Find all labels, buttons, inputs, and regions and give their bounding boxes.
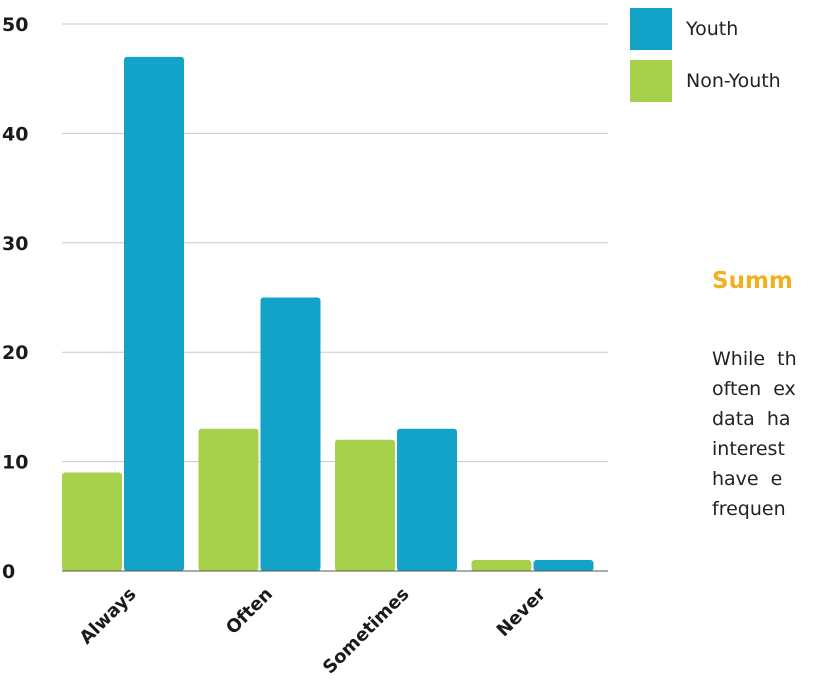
legend-label-youth: Youth (686, 18, 739, 40)
bar-always-youth (124, 56, 184, 571)
summary-line: often ex (712, 378, 796, 400)
legend: Youth Non-Youth (630, 8, 781, 112)
summary-line: data ha (712, 408, 791, 430)
x-tick-label-always: Always (76, 584, 141, 649)
legend-swatch-youth (630, 8, 672, 50)
y-tick-label: 0 (2, 561, 15, 583)
summary-line: frequen (712, 498, 786, 520)
summary-line: have e (712, 468, 783, 490)
y-tick-label: 20 (2, 342, 28, 364)
legend-swatch-non-youth (630, 60, 672, 102)
bar-never-youth (533, 560, 594, 571)
y-axis-ticks: 0 10 20 30 40 50 (2, 14, 28, 583)
bar-often-non-youth (198, 428, 259, 571)
summary-body: While th often ex data ha interest have … (712, 344, 813, 524)
x-tick-label-sometimes: Sometimes (319, 584, 414, 679)
bar-chart: 0 10 20 30 40 50 Always Often Sometimes Never (2, 14, 608, 679)
bar-sometimes-non-youth (335, 439, 395, 571)
bar-always-non-youth (62, 472, 122, 571)
y-tick-label: 40 (2, 123, 28, 145)
legend-item-non-youth: Non-Youth (630, 60, 781, 102)
bar-never-non-youth (471, 560, 532, 571)
bar-often-youth (260, 297, 321, 571)
bar-sometimes-youth (397, 428, 457, 571)
legend-item-youth: Youth (630, 8, 781, 50)
summary-line: While th (712, 348, 797, 370)
y-tick-label: 10 (2, 452, 28, 474)
legend-label-non-youth: Non-Youth (686, 70, 781, 92)
y-tick-label: 50 (2, 14, 28, 36)
x-tick-label-often: Often (222, 584, 277, 639)
bars (62, 56, 594, 571)
x-tick-label-never: Never (493, 584, 550, 641)
summary-line: interest (712, 438, 785, 460)
y-tick-label: 30 (2, 233, 28, 255)
summary-heading: Summ (712, 268, 793, 294)
x-axis-ticks: Always Often Sometimes Never (76, 584, 550, 679)
